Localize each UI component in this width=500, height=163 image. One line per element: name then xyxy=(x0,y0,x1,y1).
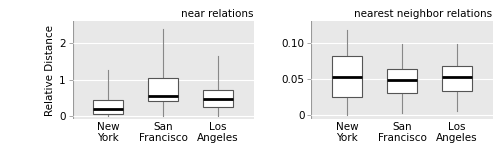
PathPatch shape xyxy=(148,78,178,102)
PathPatch shape xyxy=(442,66,472,91)
PathPatch shape xyxy=(203,90,233,107)
PathPatch shape xyxy=(93,100,123,113)
Text: near relations: near relations xyxy=(181,9,254,19)
Text: nearest neighbor relations: nearest neighbor relations xyxy=(354,9,492,19)
PathPatch shape xyxy=(387,69,417,93)
PathPatch shape xyxy=(332,56,362,97)
Y-axis label: Relative Distance: Relative Distance xyxy=(45,25,55,116)
